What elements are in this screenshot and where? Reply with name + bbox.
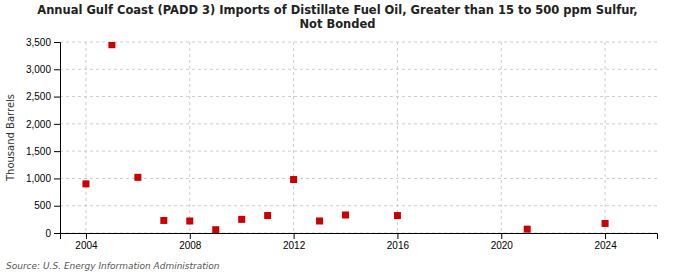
grid-line-y	[60, 151, 657, 152]
point	[134, 174, 141, 181]
x-axis-tick: 2008	[179, 233, 202, 251]
grid-line-y	[60, 205, 657, 206]
x-axis-tick: 2012	[283, 233, 306, 251]
point	[212, 226, 219, 233]
chart: Annual Gulf Coast (PADD 3) Imports of Di…	[0, 0, 675, 275]
y-axis-tick: 1,500	[26, 146, 60, 157]
point	[316, 217, 323, 224]
y-axis-tick: 0	[45, 228, 60, 239]
y-axis-title: Thousand Barrels	[5, 94, 16, 182]
y-axis-line	[54, 43, 61, 234]
grid-line-x	[397, 42, 398, 233]
x-axis-tick: 2020	[491, 233, 514, 251]
x-axis-tick: 2024	[594, 233, 617, 251]
x-axis-line	[61, 234, 658, 240]
y-axis-tick-label: 3,500	[26, 37, 51, 48]
point	[394, 212, 401, 219]
grid-line-y	[60, 42, 657, 43]
point	[290, 176, 297, 183]
x-axis-tick-mark	[501, 233, 502, 239]
point	[108, 42, 115, 48]
point	[82, 180, 89, 187]
y-axis-tick-mark	[54, 42, 60, 43]
y-axis-tick: 500	[34, 200, 60, 211]
x-axis-tick-label: 2024	[594, 240, 617, 251]
y-axis-tick: 1,000	[26, 173, 60, 184]
y-axis-tick-label: 500	[34, 200, 51, 211]
x-axis-tick: 2004	[75, 233, 98, 251]
x-axis-tick-label: 2008	[179, 240, 202, 251]
grid-line-x	[501, 42, 502, 233]
y-axis-tick-mark	[54, 151, 60, 152]
points	[82, 42, 608, 233]
y-axis-tick-label: 2,000	[26, 119, 51, 130]
source-note: Source: U.S. Energy Information Administ…	[6, 261, 220, 271]
grid-line-x	[293, 42, 294, 233]
point	[160, 217, 167, 224]
y-axis-tick: 2,500	[26, 91, 60, 102]
y-axis: 0 500 1,000 1,500 2,000 2,500 3,000 3,500	[26, 37, 61, 239]
grid-line-x	[605, 42, 606, 233]
point	[342, 211, 349, 218]
x-axis-tick: 2016	[387, 233, 410, 251]
x-axis: 2004 2008 2012 2016 2020 2024	[61, 233, 658, 251]
y-axis-tick: 3,500	[26, 37, 60, 48]
title-line: Not Bonded	[299, 17, 375, 31]
y-axis-tick-mark	[54, 124, 60, 125]
y-axis-tick-label: 1,000	[26, 173, 51, 184]
y-axis-tick-mark	[54, 69, 60, 70]
x-axis-tick-label: 2012	[283, 240, 306, 251]
x-axis-tick-mark	[605, 233, 606, 239]
title: Annual Gulf Coast (PADD 3) Imports of Di…	[37, 3, 637, 31]
y-axis-tick-mark	[54, 206, 60, 207]
grid-line-y	[60, 69, 657, 70]
grid-line-x	[189, 42, 190, 233]
point	[186, 217, 193, 224]
x-axis-tick-label: 2016	[387, 240, 410, 251]
plot: 2004 2008 2012 2016 2020 2024 0 500 1,000 1,500 2,…	[5, 37, 658, 251]
x-axis-tick-mark	[190, 233, 191, 239]
x-axis-tick-mark	[86, 233, 87, 239]
y-axis-tick-label: 3,000	[26, 64, 51, 75]
x-axis-tick-mark	[294, 233, 295, 239]
x-axis-tick-label: 2004	[75, 240, 98, 251]
grid-line-y	[60, 178, 657, 179]
x-axis-tick-mark	[397, 233, 398, 239]
point	[238, 216, 245, 223]
title-line: Annual Gulf Coast (PADD 3) Imports of Di…	[37, 3, 637, 17]
y-axis-tick-mark	[54, 97, 60, 98]
grid-line-x	[85, 42, 86, 233]
y-axis-tick: 2,000	[26, 119, 60, 130]
y-axis-tick-label: 1,500	[26, 146, 51, 157]
grid-line-y	[60, 96, 657, 97]
y-axis-tick-mark	[54, 233, 60, 234]
point	[524, 226, 531, 233]
y-axis-tick-mark	[54, 178, 60, 179]
grid-line-y	[60, 123, 657, 124]
y-axis-tick-label: 0	[45, 228, 51, 239]
y-axis-tick: 3,000	[26, 64, 60, 75]
point	[264, 212, 271, 219]
point	[602, 220, 609, 227]
y-axis-tick-label: 2,500	[26, 91, 51, 102]
grid	[60, 42, 657, 233]
x-axis-tick-label: 2020	[491, 240, 514, 251]
